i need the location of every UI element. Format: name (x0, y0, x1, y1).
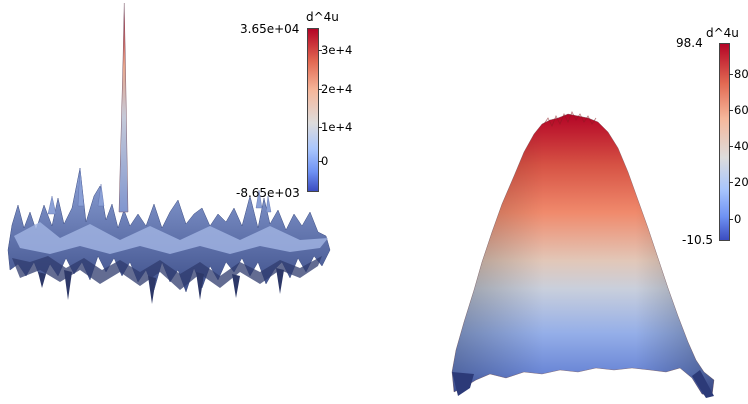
colorbar-min-label: -8.65e+03 (236, 186, 300, 200)
colorbar-max-label: 3.65e+04 (240, 22, 300, 36)
colorbar-tick-label: 60 (734, 103, 748, 117)
right-render-view[interactable]: d^4u 98.4 80 60 40 20 0 -10.5 (374, 0, 748, 404)
colorbar-max-label: 98.4 (676, 36, 703, 50)
colorbar-tick-label: 2e+4 (321, 82, 353, 96)
colorbar-tick-label: 1e+4 (321, 120, 353, 134)
colorbar-tick-label: 20 (734, 175, 748, 189)
colorbar-title: d^4u (306, 10, 339, 24)
colorbar-tick-label: 0 (734, 212, 742, 226)
colorbar-gradient (307, 28, 319, 192)
colorbar-tick-label: 0 (321, 154, 329, 168)
colorbar-min-label: -10.5 (682, 233, 714, 247)
surface-noise-band (7, 167, 331, 304)
colorbar-tick-label: 3e+4 (321, 43, 353, 57)
colorbar-tick-label: 40 (734, 139, 748, 153)
surface-spike (118, 2, 129, 213)
bump-surface-plot (451, 111, 715, 398)
left-render-view[interactable]: d^4u 3.65e+04 3e+4 2e+4 1e+4 0 -8.65e+03 (0, 0, 374, 404)
surface-bump (451, 111, 715, 398)
colorbar-tick-label: 80 (734, 67, 748, 81)
noisy-surface-plot (7, 2, 331, 304)
colorbar-title: d^4u (706, 26, 739, 40)
colorbar-gradient (719, 43, 730, 241)
